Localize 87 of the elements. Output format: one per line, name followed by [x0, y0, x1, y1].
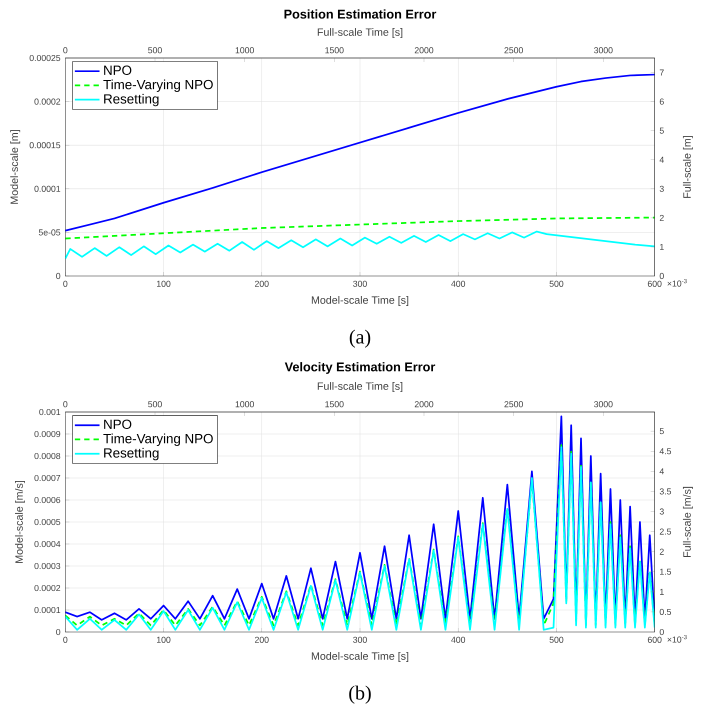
y2-tick-label: 5 — [660, 428, 664, 434]
y-tick-label: 0.0003 — [34, 562, 60, 570]
y2-tick-label: 1 — [660, 244, 664, 250]
y2-tick-label: 3 — [660, 508, 664, 515]
line-series — [65, 416, 655, 622]
legend-label: Resetting — [104, 94, 159, 106]
y2-tick-label: 4 — [660, 156, 664, 163]
y-tick-label: 5e-05 — [38, 229, 60, 236]
y2-tick-label: 6 — [660, 98, 664, 105]
y-tick-label: 0.0005 — [34, 518, 60, 526]
x2-tick-label: 1000 — [236, 47, 254, 54]
y-tick-label: 0.00025 — [30, 54, 60, 62]
y2-tick-label: 7 — [660, 70, 664, 76]
legend-label: Resetting — [104, 448, 159, 460]
x-tick-label: 500 — [550, 280, 564, 287]
x-tick-label: 400 — [451, 280, 466, 287]
legend-label: NPO — [104, 420, 132, 429]
x2-tick-label: 0 — [63, 47, 68, 54]
y2-axis-title: Full-scale [m] — [682, 136, 693, 198]
legend-label: NPO — [104, 66, 132, 75]
x2-tick-label: 0 — [63, 401, 68, 408]
y-tick-label: 0.001 — [39, 408, 60, 416]
y-tick-label: 0 — [56, 628, 60, 636]
x-tick-label: 400 — [451, 636, 466, 643]
x2-axis-title: Full-scale Time [s] — [318, 382, 402, 392]
y-tick-label: 0.0009 — [34, 430, 60, 438]
y2-tick-label: 1 — [660, 588, 664, 595]
y-tick-label: 0.0002 — [34, 98, 60, 105]
x-tick-label: 100 — [156, 280, 170, 287]
y2-tick-label: 2 — [660, 548, 664, 555]
y-axis-title: Model-scale [m/s] — [15, 480, 25, 563]
y2-tick-label: 3.5 — [660, 488, 672, 494]
x2-tick-label: 2000 — [414, 401, 434, 408]
y2-tick-label: 4 — [660, 468, 664, 474]
y-tick-label: 0.00015 — [30, 142, 60, 148]
y2-axis-title: Full-scale [m/s] — [682, 486, 693, 557]
x-tick-label: 200 — [254, 636, 269, 643]
x2-tick-label: 500 — [148, 47, 162, 54]
y2-tick-label: 5 — [660, 128, 664, 134]
line-series — [65, 216, 655, 240]
x-tick-label: 200 — [254, 280, 269, 287]
line-series — [65, 230, 655, 260]
y2-tick-label: 2 — [660, 214, 664, 221]
x-tick-label: 100 — [156, 636, 170, 643]
y2-tick-label: 1.5 — [660, 568, 672, 575]
y-axis-title: Model-scale [m] — [10, 130, 20, 204]
y-tick-label: 0 — [56, 272, 60, 280]
x2-axis-title: Full-scale Time [s] — [318, 28, 402, 38]
y2-tick-label: 0.5 — [660, 608, 672, 615]
x-tick-label: 300 — [353, 636, 367, 643]
chart-title: Velocity Estimation Error — [284, 362, 436, 374]
legend-label: Time-Varying NPO — [103, 80, 213, 92]
x2-tick-label: 2000 — [414, 47, 434, 54]
text: ×10$^{-3}$ — [668, 278, 687, 287]
x-tick-label: 0 — [63, 280, 68, 287]
y-tick-label: 0.0008 — [34, 452, 60, 460]
x-tick-label: 0 — [63, 636, 68, 643]
y2-tick-label: 3 — [660, 186, 664, 192]
text: (a) — [350, 330, 370, 348]
y-tick-label: 0.0007 — [34, 474, 60, 482]
x2-tick-label: 3000 — [594, 47, 613, 54]
text: ×10$^{-3}$ — [668, 634, 687, 643]
x-tick-label: 600 — [648, 280, 662, 287]
x2-tick-label: 2500 — [504, 401, 523, 408]
x-axis-title: Model-scale Time [s] — [312, 652, 408, 662]
x-tick-label: 500 — [550, 636, 564, 643]
legend-label: Time-Varying NPO — [103, 434, 213, 446]
x2-tick-label: 3000 — [594, 401, 613, 408]
y-tick-label: 0.0004 — [34, 540, 60, 548]
y-tick-label: 0.0002 — [34, 584, 60, 592]
y-tick-label: 0.0001 — [34, 606, 60, 614]
y2-tick-label: 4.5 — [660, 448, 672, 454]
x-tick-label: 600 — [648, 636, 662, 643]
x-axis-title: Model-scale Time [s] — [312, 296, 408, 306]
chart-title: Position Estimation Error — [284, 9, 436, 19]
x2-tick-label: 1500 — [325, 401, 344, 408]
y2-tick-label: 0 — [660, 628, 664, 636]
y2-tick-label: 2.5 — [660, 528, 672, 535]
x2-tick-label: 1500 — [325, 47, 344, 54]
x2-tick-label: 1000 — [236, 401, 254, 408]
y-tick-label: 0.0001 — [34, 186, 60, 192]
x2-tick-label: 2500 — [504, 47, 523, 54]
text: (b) — [349, 686, 371, 704]
y2-tick-label: 0 — [660, 272, 664, 280]
x-tick-label: 300 — [353, 280, 367, 287]
x2-tick-label: 500 — [148, 401, 162, 408]
y-tick-label: 0.0006 — [34, 496, 60, 504]
